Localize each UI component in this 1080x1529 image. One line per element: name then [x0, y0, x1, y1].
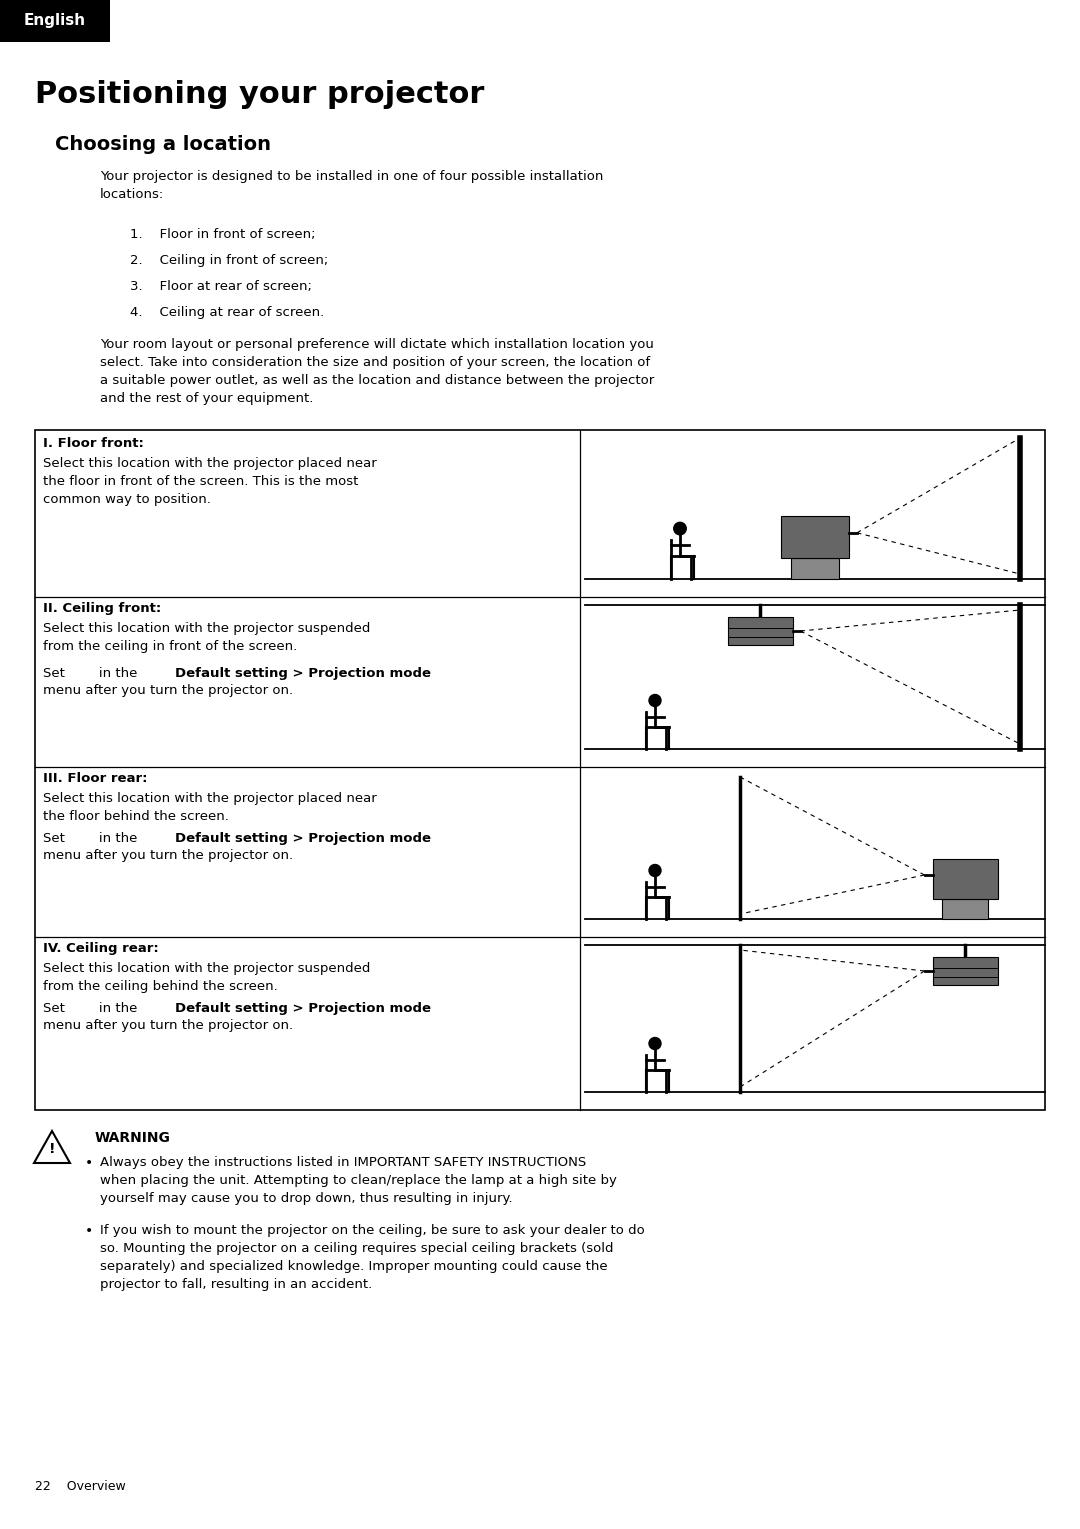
Text: !: ! — [49, 1142, 55, 1156]
Circle shape — [674, 523, 686, 535]
Text: Set        in the: Set in the — [43, 1001, 141, 1015]
Text: I. Floor front:: I. Floor front: — [43, 437, 144, 450]
Text: Set        in the: Set in the — [43, 667, 141, 680]
Text: menu after you turn the projector on.: menu after you turn the projector on. — [43, 1018, 293, 1032]
Text: If you wish to mount the projector on the ceiling, be sure to ask your dealer to: If you wish to mount the projector on th… — [100, 1225, 645, 1290]
Bar — [792, 558, 839, 579]
Text: Set        in the: Set in the — [43, 832, 141, 846]
Circle shape — [649, 694, 661, 706]
Text: Your room layout or personal preference will dictate which installation location: Your room layout or personal preference … — [100, 338, 654, 405]
Bar — [728, 618, 793, 645]
Text: Default setting > Projection mode: Default setting > Projection mode — [175, 832, 431, 846]
Text: menu after you turn the projector on.: menu after you turn the projector on. — [43, 849, 293, 862]
Text: 22    Overview: 22 Overview — [35, 1480, 125, 1492]
Text: II. Ceiling front:: II. Ceiling front: — [43, 602, 161, 615]
Text: WARNING: WARNING — [95, 1131, 171, 1145]
Text: Select this location with the projector placed near
the floor in front of the sc: Select this location with the projector … — [43, 457, 377, 506]
Circle shape — [649, 1038, 661, 1049]
Text: •: • — [85, 1156, 93, 1170]
Text: English: English — [24, 14, 86, 29]
Bar — [35, 430, 1045, 1110]
Bar — [0, 0, 110, 41]
Text: 3.    Floor at rear of screen;: 3. Floor at rear of screen; — [130, 280, 312, 294]
Text: Choosing a location: Choosing a location — [55, 135, 271, 154]
Text: Select this location with the projector placed near
the floor behind the screen.: Select this location with the projector … — [43, 792, 377, 823]
Text: III. Floor rear:: III. Floor rear: — [43, 772, 148, 784]
Bar — [781, 515, 849, 558]
Text: 2.    Ceiling in front of screen;: 2. Ceiling in front of screen; — [130, 254, 328, 268]
Text: Default setting > Projection mode: Default setting > Projection mode — [175, 1001, 431, 1015]
Text: Select this location with the projector suspended
from the ceiling behind the sc: Select this location with the projector … — [43, 962, 370, 992]
Text: Your projector is designed to be installed in one of four possible installation
: Your projector is designed to be install… — [100, 170, 604, 200]
Bar — [932, 859, 998, 899]
Text: •: • — [85, 1225, 93, 1238]
Text: 4.    Ceiling at rear of screen.: 4. Ceiling at rear of screen. — [130, 306, 324, 320]
Text: Default setting > Projection mode: Default setting > Projection mode — [175, 667, 431, 680]
Text: Select this location with the projector suspended
from the ceiling in front of t: Select this location with the projector … — [43, 622, 370, 653]
Text: Positioning your projector: Positioning your projector — [35, 80, 484, 109]
Text: 1.    Floor in front of screen;: 1. Floor in front of screen; — [130, 228, 315, 242]
Circle shape — [649, 864, 661, 876]
Text: menu after you turn the projector on.: menu after you turn the projector on. — [43, 683, 293, 697]
Text: IV. Ceiling rear:: IV. Ceiling rear: — [43, 942, 159, 956]
Bar — [942, 899, 988, 919]
Bar — [932, 957, 998, 985]
Text: Always obey the instructions listed in IMPORTANT SAFETY INSTRUCTIONS
when placin: Always obey the instructions listed in I… — [100, 1156, 617, 1205]
